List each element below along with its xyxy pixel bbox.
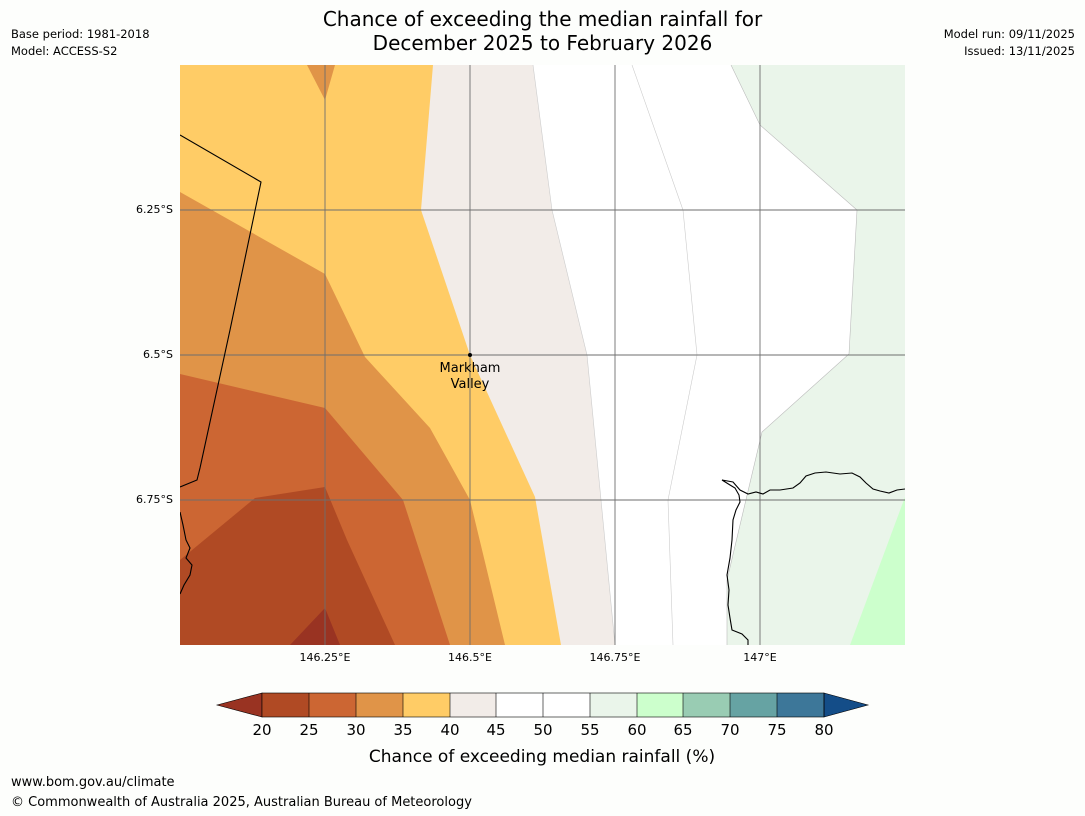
colorbar-arrow-low: [215, 692, 263, 718]
colorbar-seg-60-65: [637, 693, 683, 717]
colorbar-seg-30-35: [356, 693, 403, 717]
markham-valley-marker[interactable]: [468, 353, 472, 357]
map-title: Chance of exceeding the median rainfall …: [0, 7, 1085, 55]
province-border: [180, 134, 262, 488]
tick-60: 60: [627, 721, 646, 739]
west-coastline: [180, 511, 193, 595]
colorbar-seg-45-50: [496, 693, 543, 717]
colorbar-ticks: 20 25 30 35 40 45 50 55 60 65 70 75 80: [252, 721, 833, 739]
lon-label-147: 147°E: [743, 651, 776, 664]
tick-55: 55: [580, 721, 599, 739]
colorbar: [215, 692, 870, 718]
lat-label-6-5: 6.5°S: [143, 348, 173, 361]
lon-label-146-5: 146.5°E: [448, 651, 492, 664]
colorbar-seg-70-75: [730, 693, 777, 717]
tick-25: 25: [299, 721, 318, 739]
colorbar-seg-50-55: [543, 693, 590, 717]
tick-50: 50: [533, 721, 552, 739]
lon-label-146-75: 146.75°E: [590, 651, 641, 664]
issued-date: Issued: 13/11/2025: [964, 44, 1075, 58]
colorbar-seg-25-30: [309, 693, 356, 717]
colorbar-label: Chance of exceeding median rainfall (%): [369, 747, 715, 767]
tick-35: 35: [393, 721, 412, 739]
map-area[interactable]: [180, 65, 905, 645]
meta-right: Model run: 09/11/2025 Issued: 13/11/2025: [944, 26, 1075, 60]
east-coastline: [721, 471, 905, 645]
band-below-20: [290, 608, 340, 645]
model-run: Model run: 09/11/2025: [943, 27, 1075, 41]
lat-label-6-25: 6.25°S: [136, 203, 173, 216]
base-period: Base period: 1981-2018: [11, 27, 150, 41]
meta-left: Base period: 1981-2018 Model: ACCESS-S2: [11, 26, 150, 60]
tick-65: 65: [673, 721, 692, 739]
footer-url[interactable]: www.bom.gov.au/climate: [11, 775, 175, 790]
colorbar-seg-55-60: [590, 693, 637, 717]
tick-20: 20: [252, 721, 271, 739]
colorbar-seg-40-45: [450, 693, 496, 717]
title-line-2: December 2025 to February 2026: [372, 31, 713, 55]
colorbar-arrow-high: [823, 692, 870, 718]
place-label-line2: Valley: [451, 377, 490, 392]
tick-75: 75: [767, 721, 786, 739]
tick-40: 40: [440, 721, 459, 739]
band-20-25: [180, 487, 395, 645]
colorbar-dividers: [308, 693, 778, 717]
model-name: Model: ACCESS-S2: [11, 44, 118, 58]
band-60-65: [850, 497, 905, 645]
tick-70: 70: [720, 721, 739, 739]
colorbar-seg-35-40: [403, 693, 450, 717]
tick-80: 80: [814, 721, 833, 739]
footer-copyright: © Commonwealth of Australia 2025, Austra…: [11, 795, 472, 810]
colorbar-seg-75-80: [777, 693, 824, 717]
lat-label-6-75: 6.75°S: [136, 493, 173, 506]
place-label-line1: Markham: [440, 361, 501, 376]
tick-30: 30: [346, 721, 365, 739]
lon-label-146-25: 146.25°E: [300, 651, 351, 664]
tick-45: 45: [486, 721, 505, 739]
colorbar-seg-65-70: [683, 693, 730, 717]
band-30-35-top: [307, 65, 335, 100]
title-line-1: Chance of exceeding the median rainfall …: [322, 7, 763, 31]
colorbar-seg-20-25: [262, 693, 309, 717]
